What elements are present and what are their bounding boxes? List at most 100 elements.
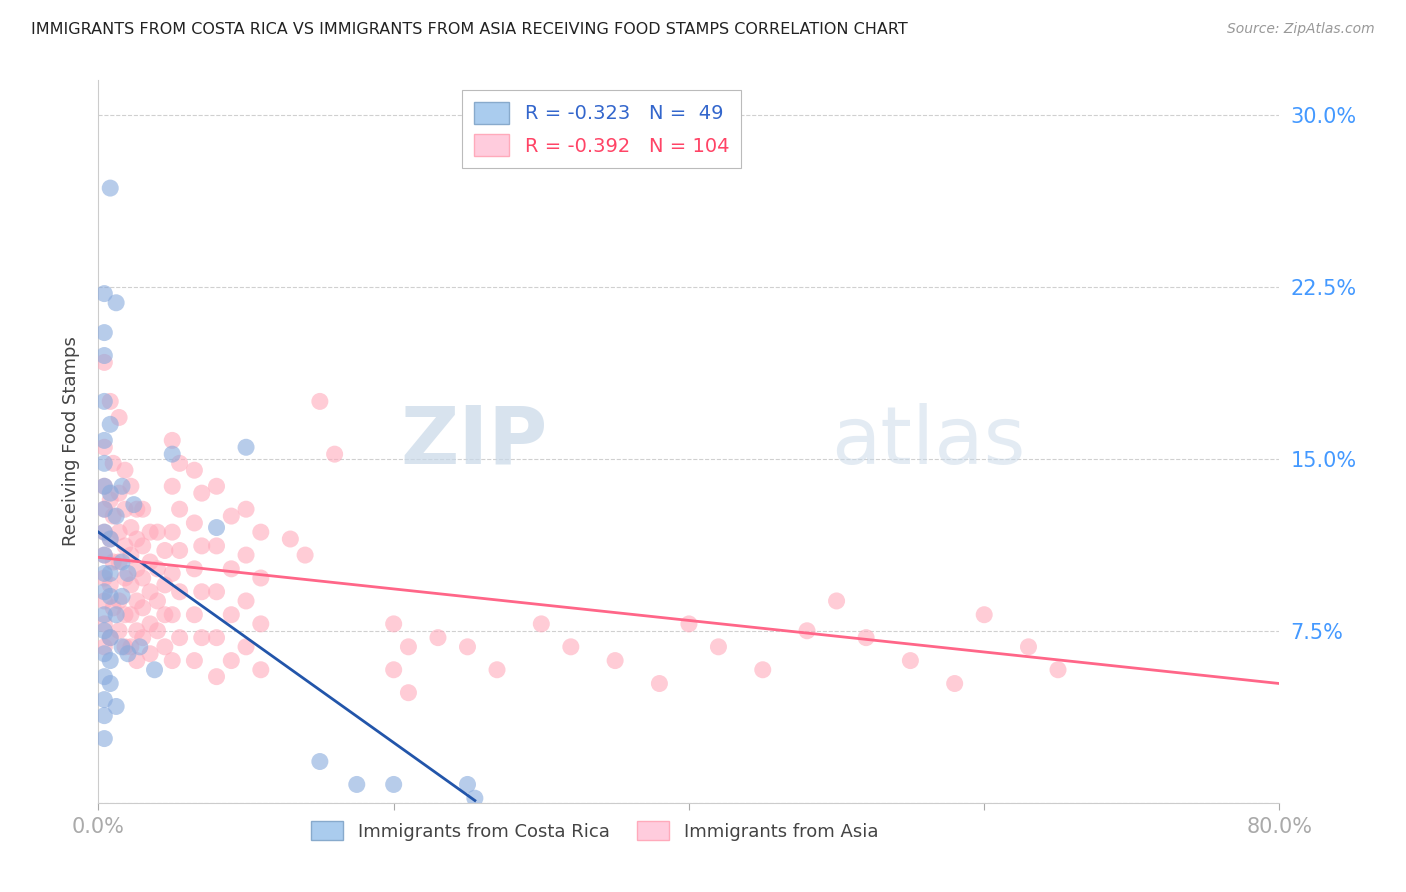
Point xyxy=(93,502,115,516)
Text: Source: ZipAtlas.com: Source: ZipAtlas.com xyxy=(1227,22,1375,37)
Point xyxy=(120,607,142,622)
Point xyxy=(93,566,115,581)
Point xyxy=(146,594,169,608)
Point xyxy=(398,686,420,700)
Point xyxy=(162,479,183,493)
Point xyxy=(108,486,131,500)
Point xyxy=(132,600,155,615)
Point xyxy=(105,509,128,524)
Point xyxy=(605,654,627,668)
Point xyxy=(382,616,405,631)
Point xyxy=(128,640,150,654)
Point xyxy=(93,647,115,661)
Point xyxy=(125,562,148,576)
Point xyxy=(796,624,818,638)
Point xyxy=(143,663,166,677)
Point xyxy=(183,607,205,622)
Point xyxy=(221,607,243,622)
Point xyxy=(139,555,162,569)
Point xyxy=(111,590,134,604)
Point xyxy=(752,663,775,677)
Point xyxy=(169,543,191,558)
Point xyxy=(191,631,214,645)
Point xyxy=(250,525,273,540)
Point xyxy=(98,394,121,409)
Legend: Immigrants from Costa Rica, Immigrants from Asia: Immigrants from Costa Rica, Immigrants f… xyxy=(304,814,886,848)
Point xyxy=(309,755,332,769)
Point xyxy=(108,624,131,638)
Point xyxy=(309,394,332,409)
Point xyxy=(162,566,183,581)
Point xyxy=(98,590,121,604)
Point xyxy=(108,594,131,608)
Point xyxy=(183,463,205,477)
Point xyxy=(294,548,316,562)
Point xyxy=(111,555,134,569)
Point xyxy=(125,532,148,546)
Point xyxy=(486,663,509,677)
Point xyxy=(93,640,115,654)
Point xyxy=(93,571,115,585)
Point xyxy=(221,509,243,524)
Point xyxy=(98,532,121,546)
Point xyxy=(855,631,877,645)
Point xyxy=(105,295,128,310)
Point xyxy=(93,434,115,448)
Point xyxy=(98,181,121,195)
Point xyxy=(114,571,136,585)
Point xyxy=(560,640,582,654)
Point xyxy=(191,486,214,500)
Point xyxy=(153,640,176,654)
Point xyxy=(108,525,131,540)
Point xyxy=(93,670,115,684)
Point xyxy=(162,434,183,448)
Point xyxy=(93,607,115,622)
Point xyxy=(900,654,922,668)
Point xyxy=(122,498,145,512)
Point xyxy=(98,417,121,432)
Point xyxy=(153,543,176,558)
Point xyxy=(93,440,115,454)
Point xyxy=(114,640,136,654)
Text: ZIP: ZIP xyxy=(399,402,547,481)
Point xyxy=(93,708,115,723)
Point xyxy=(105,607,128,622)
Point xyxy=(93,326,115,340)
Point xyxy=(153,578,176,592)
Point xyxy=(93,525,115,540)
Point xyxy=(93,624,115,638)
Point xyxy=(648,676,671,690)
Text: atlas: atlas xyxy=(831,402,1025,481)
Point xyxy=(457,640,479,654)
Point xyxy=(427,631,450,645)
Point xyxy=(943,676,966,690)
Point xyxy=(139,584,162,599)
Point xyxy=(457,777,479,791)
Point xyxy=(235,440,257,454)
Point xyxy=(346,777,368,791)
Point xyxy=(120,548,142,562)
Point xyxy=(103,555,125,569)
Point xyxy=(93,525,115,540)
Point xyxy=(235,640,257,654)
Point xyxy=(125,502,148,516)
Point xyxy=(678,616,700,631)
Point xyxy=(111,640,134,654)
Point xyxy=(205,479,228,493)
Point xyxy=(93,355,115,369)
Point xyxy=(120,479,142,493)
Point xyxy=(205,631,228,645)
Point xyxy=(98,532,121,546)
Point xyxy=(235,502,257,516)
Point xyxy=(162,447,183,461)
Point xyxy=(93,594,115,608)
Point xyxy=(120,640,142,654)
Point xyxy=(98,631,121,645)
Point xyxy=(93,502,115,516)
Point xyxy=(235,548,257,562)
Point xyxy=(205,670,228,684)
Point xyxy=(191,584,214,599)
Point xyxy=(114,502,136,516)
Point xyxy=(125,624,148,638)
Point xyxy=(139,525,162,540)
